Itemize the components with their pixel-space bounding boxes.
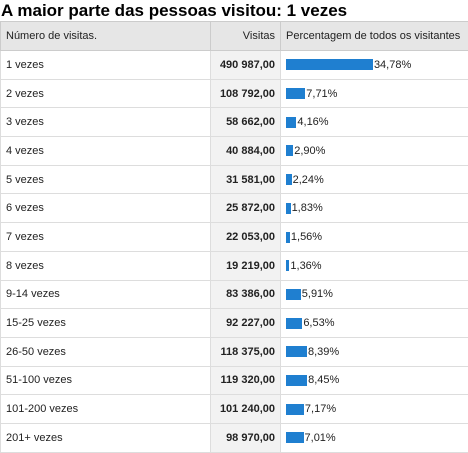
percent-cell: 7,01%: [281, 423, 468, 452]
visits-cell: 98 970,00: [211, 423, 281, 452]
visits-cell: 101 240,00: [211, 395, 281, 424]
percent-bar: [286, 346, 307, 357]
percent-bar: [286, 203, 291, 214]
percent-cell: 2,24%: [281, 165, 468, 194]
percent-label: 5,91%: [302, 288, 333, 300]
row-label: 1 vezes: [1, 51, 211, 80]
visits-cell: 19 219,00: [211, 251, 281, 280]
percent-label: 8,45%: [308, 374, 339, 386]
percent-label: 7,17%: [305, 403, 336, 415]
percent-label: 6,53%: [303, 317, 334, 329]
percent-label: 1,36%: [290, 260, 321, 272]
visits-cell: 58 662,00: [211, 108, 281, 137]
percent-bar: [286, 432, 304, 443]
visits-table: Número de visitas. Visitas Percentagem d…: [0, 21, 468, 453]
percent-bar: [286, 260, 289, 271]
row-label: 7 vezes: [1, 223, 211, 252]
percent-cell: 1,56%: [281, 223, 468, 252]
percent-cell: 2,90%: [281, 137, 468, 166]
visits-cell: 92 227,00: [211, 309, 281, 338]
row-label: 2 vezes: [1, 79, 211, 108]
row-label: 101-200 vezes: [1, 395, 211, 424]
table-header: Número de visitas. Visitas Percentagem d…: [1, 22, 468, 51]
row-label: 26-50 vezes: [1, 337, 211, 366]
percent-label: 1,83%: [292, 202, 323, 214]
visits-cell: 108 792,00: [211, 79, 281, 108]
header-cell[interactable]: Número de visitas.: [1, 22, 211, 51]
row-label: 3 vezes: [1, 108, 211, 137]
visits-cell: 118 375,00: [211, 337, 281, 366]
percent-cell: 8,39%: [281, 337, 468, 366]
percent-cell: 34,78%: [281, 51, 468, 80]
visits-cell: 83 386,00: [211, 280, 281, 309]
percent-label: 1,56%: [291, 231, 322, 243]
visits-cell: 31 581,00: [211, 165, 281, 194]
visits-cell: 22 053,00: [211, 223, 281, 252]
visits-cell: 119 320,00: [211, 366, 281, 395]
percent-cell: 6,53%: [281, 309, 468, 338]
visits-cell: 490 987,00: [211, 51, 281, 80]
percent-cell: 8,45%: [281, 366, 468, 395]
visits-cell: 40 884,00: [211, 137, 281, 166]
percent-bar: [286, 145, 293, 156]
percent-cell: 7,71%: [281, 79, 468, 108]
percent-bar: [286, 404, 304, 415]
row-label: 201+ vezes: [1, 423, 211, 452]
row-label: 8 vezes: [1, 251, 211, 280]
percent-bar: [286, 375, 307, 386]
row-label: 9-14 vezes: [1, 280, 211, 309]
percent-label: 4,16%: [297, 116, 328, 128]
percent-bar: [286, 318, 302, 329]
title: A maior parte das pessoas visitou: 1 vez…: [0, 0, 468, 21]
percent-bar: [286, 174, 292, 185]
percent-label: 34,78%: [374, 59, 411, 71]
percent-cell: 1,83%: [281, 194, 468, 223]
percent-bar: [286, 289, 301, 300]
percent-cell: 5,91%: [281, 280, 468, 309]
row-label: 4 vezes: [1, 137, 211, 166]
percent-label: 7,71%: [306, 88, 337, 100]
row-label: 51-100 vezes: [1, 366, 211, 395]
percent-bar: [286, 232, 290, 243]
percent-cell: 4,16%: [281, 108, 468, 137]
row-label: 15-25 vezes: [1, 309, 211, 338]
percent-cell: 7,17%: [281, 395, 468, 424]
header-cell[interactable]: Percentagem de todos os visitantes: [281, 22, 468, 51]
percent-bar: [286, 117, 296, 128]
percent-label: 8,39%: [308, 346, 339, 358]
row-label: 5 vezes: [1, 165, 211, 194]
percent-label: 2,24%: [293, 174, 324, 186]
percent-bar: [286, 59, 373, 70]
header-cell[interactable]: Visitas: [211, 22, 281, 51]
row-label: 6 vezes: [1, 194, 211, 223]
visits-cell: 25 872,00: [211, 194, 281, 223]
percent-label: 2,90%: [294, 145, 325, 157]
percent-bar: [286, 88, 305, 99]
percent-label: 7,01%: [305, 432, 336, 444]
percent-cell: 1,36%: [281, 251, 468, 280]
